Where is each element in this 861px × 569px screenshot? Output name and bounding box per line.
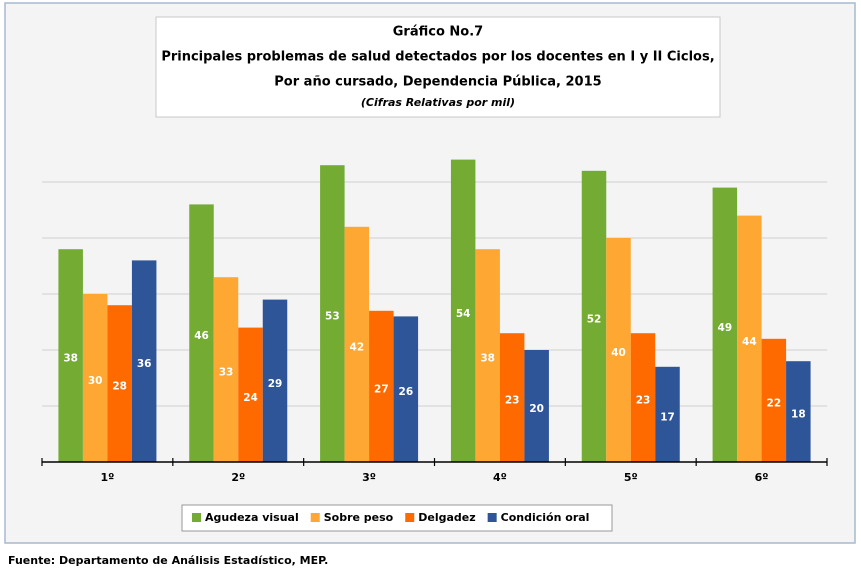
value-label: 23: [636, 395, 651, 407]
value-label: 46: [194, 330, 209, 342]
value-label: 22: [767, 397, 782, 409]
legend-box: [181, 504, 613, 532]
value-label: 40: [611, 347, 626, 359]
bar: [107, 305, 132, 462]
chart-subtitle: (Cifras Relativas por mil): [361, 96, 515, 109]
bar: [499, 333, 525, 462]
value-label: 18: [791, 409, 806, 421]
x-tick-label: 3º: [362, 471, 376, 484]
value-label: 33: [219, 367, 234, 379]
bar: [655, 366, 680, 462]
chart-title: Por año cursado, Dependencia Pública, 20…: [274, 75, 601, 90]
legend-label: Condición oral: [501, 511, 590, 524]
bar: [606, 238, 631, 462]
bar: [344, 226, 370, 462]
value-label: 42: [350, 341, 365, 353]
bar: [131, 260, 157, 462]
bar: [737, 215, 762, 462]
source-note: Fuente: Departamento de Análisis Estadís…: [8, 554, 328, 567]
bar: [712, 187, 738, 462]
legend-swatch: [405, 513, 415, 522]
bar: [581, 170, 607, 463]
value-label: 54: [456, 308, 471, 320]
value-label: 24: [243, 392, 258, 404]
bar: [262, 299, 288, 462]
bar: [369, 310, 394, 462]
legend-swatch: [487, 513, 497, 522]
x-tick-label: 4º: [493, 471, 507, 484]
value-label: 38: [63, 353, 78, 365]
value-label: 27: [374, 383, 389, 395]
value-label: 28: [112, 381, 127, 393]
value-label: 17: [660, 411, 675, 423]
title-box: [155, 16, 721, 118]
bar: [238, 327, 263, 462]
bar: [475, 249, 500, 462]
bar: [786, 361, 811, 462]
value-label: 26: [399, 386, 414, 398]
x-tick-label: 5º: [624, 471, 638, 484]
x-tick-label: 2º: [231, 471, 245, 484]
bar: [630, 333, 656, 462]
legend-label: Sobre peso: [324, 511, 394, 524]
bar: [189, 204, 214, 462]
bar: [213, 277, 239, 462]
bar: [82, 294, 108, 462]
value-label: 52: [587, 313, 602, 325]
x-tick-label: 6º: [755, 471, 769, 484]
legend-swatch: [310, 513, 320, 522]
legend-label: Delgadez: [418, 511, 475, 524]
bar: [320, 165, 345, 462]
x-tick-label: 1º: [100, 471, 114, 484]
value-label: 44: [742, 336, 757, 348]
chart-title: Principales problemas de salud detectado…: [161, 50, 714, 65]
value-label: 53: [325, 311, 340, 323]
bar: [393, 316, 419, 462]
value-label: 49: [718, 322, 733, 334]
value-label: 29: [268, 378, 283, 390]
bar: [450, 159, 476, 462]
bar: [761, 338, 787, 462]
chart-title: Gráfico No.7: [393, 25, 483, 40]
legend-label: Agudeza visual: [205, 511, 299, 524]
legend-swatch: [192, 513, 201, 522]
value-label: 36: [137, 358, 152, 370]
value-label: 30: [88, 375, 103, 387]
bar: [58, 249, 83, 462]
value-label: 23: [505, 395, 520, 407]
value-label: 20: [529, 403, 544, 415]
bar: [524, 350, 549, 462]
value-label: 38: [480, 353, 495, 365]
